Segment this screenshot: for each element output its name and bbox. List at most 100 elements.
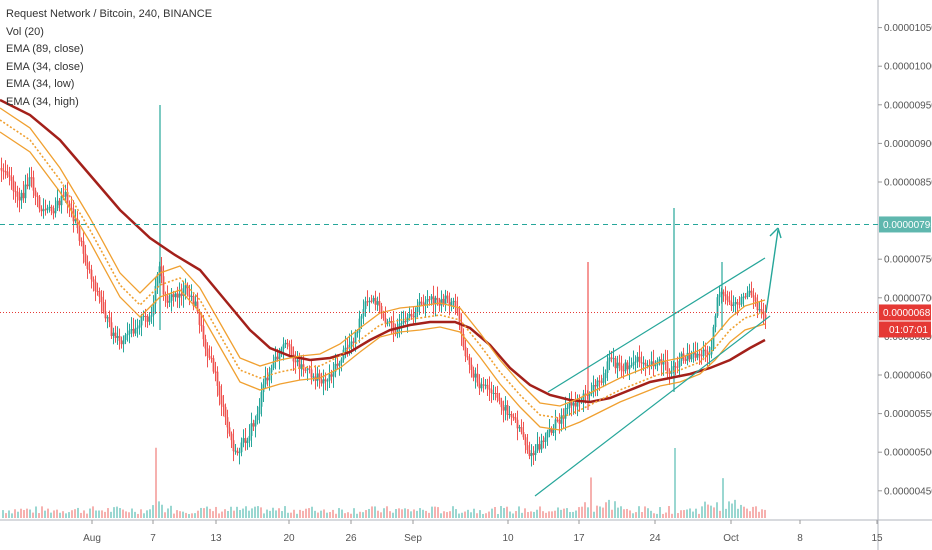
candle-body <box>172 294 175 298</box>
candle-body <box>570 401 573 406</box>
indicator-ema34-high[interactable]: EMA (34, high) <box>6 95 79 108</box>
volume-bar <box>656 513 658 518</box>
candle-body <box>590 392 593 394</box>
candle-body <box>118 335 121 341</box>
volume-bar <box>245 506 247 518</box>
candle-body <box>442 298 445 305</box>
volume-bar <box>764 509 766 518</box>
candle-body <box>472 370 475 378</box>
volume-bar <box>398 508 400 518</box>
candle-body <box>132 328 135 334</box>
candle-body <box>420 301 423 304</box>
chart-title[interactable]: Request Network / Bitcoin, 240, BINANCE <box>6 8 213 20</box>
indicator-ema34-close[interactable]: EMA (34, close) <box>6 60 84 73</box>
candle-body <box>670 370 673 374</box>
volume-bar <box>503 507 505 518</box>
candle-body <box>748 290 751 293</box>
volume-bar <box>629 510 631 518</box>
candle-body <box>30 177 33 179</box>
candle-body <box>414 312 417 318</box>
candle-body <box>188 294 191 297</box>
volume-bar <box>506 506 508 518</box>
volume-bar <box>287 512 289 518</box>
candle-body <box>212 358 215 372</box>
candle-body <box>16 191 19 197</box>
volume-bar <box>710 505 712 518</box>
candle-body <box>738 303 741 305</box>
candle-body <box>144 315 147 317</box>
volume-bar <box>494 507 496 518</box>
candle-body <box>764 314 767 320</box>
volume-bar <box>98 510 100 518</box>
candle-body <box>316 373 319 381</box>
volume-bar <box>128 512 130 518</box>
volume-bar <box>596 505 598 518</box>
volume-bar <box>410 511 412 518</box>
volume-bar <box>527 512 529 518</box>
candle-body <box>568 401 571 408</box>
candle-body <box>402 321 405 324</box>
volume-bar <box>707 504 709 518</box>
candle-body <box>156 274 159 286</box>
candle-body <box>604 372 607 379</box>
volume-bar <box>74 509 76 518</box>
volume-bar <box>755 506 757 518</box>
time-tick-label: Aug <box>83 533 101 544</box>
volume-bar <box>146 510 148 518</box>
indicator-ema34-low[interactable]: EMA (34, low) <box>6 78 75 90</box>
candle-body <box>722 291 725 295</box>
volume-bar <box>248 510 250 518</box>
ema34-close-line <box>0 119 766 419</box>
volume-bar <box>185 512 187 518</box>
volume-bar <box>338 508 340 518</box>
volume-bar <box>137 513 139 518</box>
candle-body <box>202 326 205 340</box>
indicator-ema89-close[interactable]: EMA (89, close) <box>6 43 84 55</box>
candle-body <box>2 170 5 172</box>
candle-body <box>192 295 195 307</box>
indicator-volume[interactable]: Vol (20) <box>6 25 44 38</box>
candle-body <box>636 356 639 362</box>
volume-bar <box>77 507 79 518</box>
volume-bar <box>542 511 544 518</box>
volume-bar <box>383 508 385 518</box>
candle-body <box>364 301 367 310</box>
candle-body <box>296 359 299 363</box>
candle-body <box>448 298 451 307</box>
volume-bar <box>404 508 406 518</box>
volume-bar <box>275 510 277 518</box>
volume-bar <box>179 511 181 518</box>
candle-body <box>90 269 93 280</box>
candle-body <box>618 362 621 366</box>
candle-body <box>240 442 243 453</box>
target-price-tag <box>879 216 931 233</box>
candle-body <box>66 191 69 204</box>
volume-bar <box>449 511 451 518</box>
candle-body <box>392 322 395 333</box>
candle-body <box>298 359 301 369</box>
volume-bar <box>257 506 259 518</box>
volume-bar <box>47 508 49 518</box>
volume-bar <box>260 507 262 518</box>
candle-body <box>756 301 759 311</box>
candle-body <box>290 346 293 355</box>
candle-body <box>312 376 315 378</box>
candle-body <box>654 364 657 367</box>
volume-bar <box>122 509 124 518</box>
volume-bar <box>305 508 307 518</box>
volume-bar <box>686 509 688 518</box>
candle-body <box>688 352 691 360</box>
candle-body <box>762 312 765 315</box>
target-arrow-line <box>765 229 779 314</box>
volume-bar <box>362 512 364 518</box>
candle-body <box>634 361 637 363</box>
volume-bar <box>392 512 394 518</box>
candle-body <box>304 369 307 371</box>
candle-body <box>242 438 245 443</box>
candle-body <box>260 392 263 407</box>
volume-bar <box>41 506 43 518</box>
countdown-tag <box>879 321 931 338</box>
candle-body <box>620 365 623 371</box>
